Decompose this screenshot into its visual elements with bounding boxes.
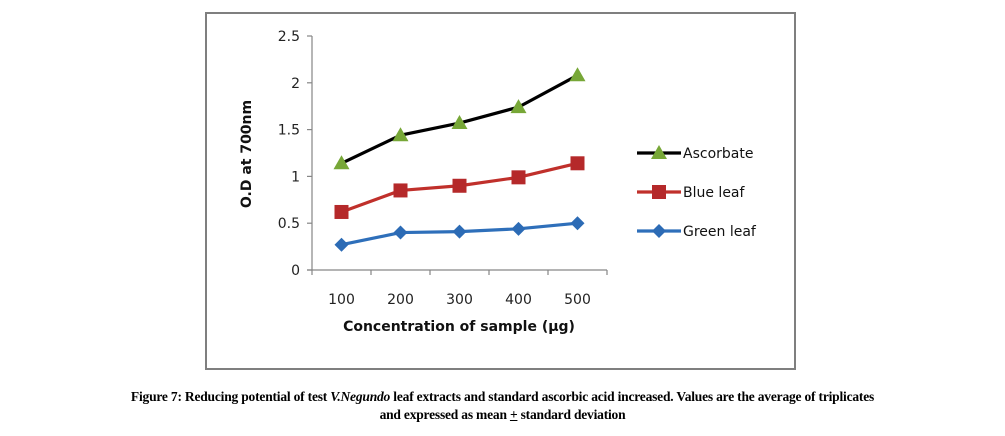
y-tick-label: 1 [291, 169, 300, 185]
caption-prefix: Figure 7: Reducing potential of test [130, 389, 331, 404]
series-layer [333, 67, 586, 252]
y-axis-title: O.D at 700nm [239, 100, 255, 208]
x-tick-label: 500 [564, 292, 591, 308]
line-chart: 0 0.5 1 1.5 2 2.5 100 200 300 400 500 Ascorbate Blu… [239, 29, 757, 335]
y-tick-label: 0.5 [278, 216, 300, 232]
x-tick-label: 200 [387, 292, 414, 308]
x-tick-label: 400 [505, 292, 532, 308]
caption-species: V.Negundo [330, 389, 391, 404]
y-tick-label: 2 [291, 76, 300, 92]
series-blue-leaf [334, 156, 585, 219]
data-point [452, 178, 467, 193]
caption-middle: leaf extracts and standard ascorbic acid… [390, 389, 875, 404]
caption-line-1: Figure 7: Reducing potential of test V.N… [0, 388, 1005, 406]
data-point [511, 170, 526, 185]
data-point [452, 224, 467, 239]
data-point [334, 237, 349, 252]
caption-line2-end: standard deviation [517, 407, 626, 422]
data-point [333, 155, 350, 170]
legend-item: Blue leaf [637, 185, 746, 201]
data-point [392, 127, 409, 142]
data-point [570, 216, 585, 231]
legend-item: Green leaf [637, 224, 757, 240]
data-point [570, 156, 585, 171]
figure-caption: Figure 7: Reducing potential of test V.N… [0, 388, 1005, 424]
y-tick-label: 1.5 [278, 123, 300, 139]
y-tick-label: 0 [291, 263, 300, 279]
x-tick-label: 100 [328, 292, 355, 308]
legend-label: Ascorbate [683, 146, 753, 162]
axes: 0 0.5 1 1.5 2 2.5 100 200 300 400 500 [278, 29, 608, 308]
series-ascorbate [333, 67, 586, 170]
data-point [510, 99, 527, 114]
data-point [569, 67, 586, 82]
chart-frame: 0 0.5 1 1.5 2 2.5 100 200 300 400 500 Ascorbate Blu… [205, 12, 796, 370]
legend-marker [652, 185, 666, 199]
data-point [334, 204, 349, 219]
legend: Ascorbate Blue leaf Green leaf [637, 145, 757, 240]
legend-item: Ascorbate [637, 145, 753, 162]
series-green-leaf [334, 216, 585, 252]
legend-marker [651, 145, 667, 159]
caption-line2-start: and expressed as mean [379, 407, 510, 422]
data-point [451, 115, 468, 130]
x-tick-label: 300 [446, 292, 473, 308]
y-tick-label: 2.5 [278, 29, 300, 45]
plus-minus-symbol: + [509, 407, 518, 422]
legend-marker [652, 224, 666, 238]
data-point [393, 225, 408, 240]
caption-line-2: and expressed as mean + standard deviati… [0, 406, 1005, 424]
data-point [511, 221, 526, 236]
legend-label: Green leaf [683, 224, 757, 240]
x-axis-title: Concentration of sample (µg) [343, 319, 575, 335]
legend-label: Blue leaf [683, 185, 746, 201]
data-point [393, 183, 408, 198]
